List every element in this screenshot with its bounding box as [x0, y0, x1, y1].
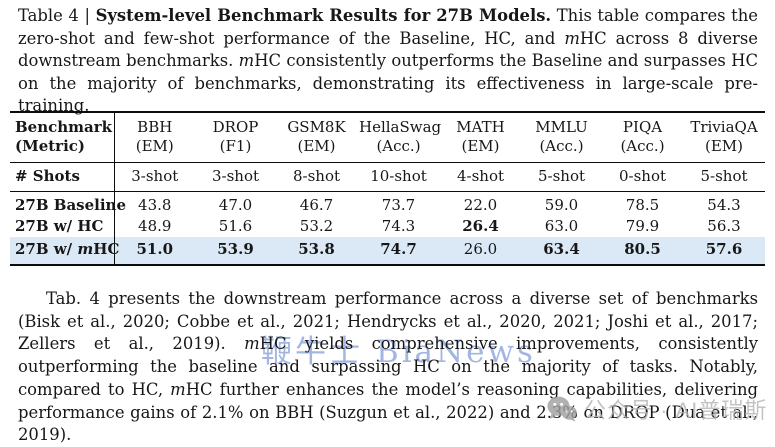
value-cell: 26.0 [463, 240, 498, 258]
value-cell: 22.0 [463, 196, 498, 214]
value-cell: 63.4 [543, 240, 580, 258]
col-header-hellaswag: HellaSwag (Acc.) [357, 112, 441, 163]
table-row: 27B w/ mHC 51.0 53.9 53.8 74.7 26.0 63.4 80.5 57… [10, 237, 765, 265]
value-cell: 51.6 [218, 217, 253, 235]
caption-title: System-level Benchmark Results for 27B M… [95, 6, 552, 25]
value-cell: 78.5 [625, 196, 660, 214]
wechat-icon [547, 396, 577, 422]
value-cell: 59.0 [544, 196, 579, 214]
value-cell: 63.0 [544, 217, 579, 235]
value-cell: 80.5 [624, 240, 661, 258]
shots-cell: 3-shot [195, 162, 276, 192]
value-cell: 53.9 [217, 240, 254, 258]
value-cell: 53.8 [298, 240, 335, 258]
col-header-gsm8k: GSM8K (EM) [276, 112, 357, 163]
value-cell: 74.3 [381, 217, 416, 235]
table-row: 27B w/ HC 48.9 51.6 53.2 74.3 26.4 63.0 79.9 56.… [10, 216, 765, 237]
header-row: Benchmark (Metric) BBH (EM) DROP (F1) GSM8K (EM… [10, 112, 765, 163]
shots-cell: 5-shot [521, 162, 602, 192]
caption-separator: | [84, 6, 90, 25]
col-header-piqa: PIQA (Acc.) [602, 112, 683, 163]
shots-label: # Shots [10, 162, 115, 192]
watermark-corner-text: 公众号 · AI普瑞斯 [584, 398, 768, 423]
shots-cell: 5-shot [683, 162, 765, 192]
value-cell: 46.7 [299, 196, 334, 214]
value-cell: 73.7 [381, 196, 416, 214]
table-caption: Table 4 | System-level Benchmark Results… [18, 5, 758, 118]
col-header-triviaqa: TriviaQA (EM) [683, 112, 765, 163]
caption-label: Table 4 [18, 6, 79, 25]
shots-cell: 8-shot [276, 162, 357, 192]
value-cell: 26.4 [462, 217, 499, 235]
value-cell: 53.2 [299, 217, 334, 235]
col-header-bbh: BBH (EM) [114, 112, 195, 163]
header-benchmark-metric: Benchmark (Metric) [10, 112, 115, 163]
row-label: 27B w/ mHC [10, 237, 119, 265]
row-label: 27B Baseline [10, 191, 126, 216]
col-header-drop: DROP (F1) [195, 112, 276, 163]
col-header-mmlu: MMLU (Acc.) [521, 112, 602, 163]
value-cell: 54.3 [707, 196, 741, 214]
shots-cell: 10-shot [357, 162, 440, 192]
benchmark-table: Benchmark (Metric) BBH (EM) DROP (F1) GSM8K (EM… [10, 111, 765, 266]
value-cell: 74.7 [380, 240, 417, 258]
value-cell: 47.0 [218, 196, 253, 214]
shots-cell: 0-shot [602, 162, 683, 192]
value-cell: 57.6 [705, 240, 743, 258]
body-paragraph: Tab. 4 presents the downstream performan… [18, 289, 758, 445]
watermark-corner: 公众号 · AI普瑞斯 [547, 393, 767, 425]
value-cell: 56.3 [707, 217, 741, 235]
value-cell: 79.9 [625, 217, 660, 235]
value-cell: 48.9 [138, 217, 172, 235]
table-row: 27B Baseline 43.8 47.0 46.7 73.7 22.0 59.0 78.5… [10, 191, 765, 216]
caption-body: This table compares the zero-shot and fe… [18, 6, 759, 115]
shots-cell: 4-shot [440, 162, 521, 192]
benchmark-table-body: Benchmark (Metric) BBH (EM) DROP (F1) GSM8K (EM… [10, 112, 765, 265]
value-cell: 43.8 [138, 196, 172, 214]
watermark-center: 鞭牛士 BiaNews [261, 334, 536, 370]
row-label: 27B w/ HC [10, 216, 115, 237]
value-cell: 51.0 [136, 240, 174, 258]
col-header-math: MATH (EM) [440, 112, 521, 163]
shots-row: # Shots 3-shot 3-shot 8-shot 10-shot 4-shot 5-… [10, 162, 765, 192]
shots-cell: 3-shot [114, 162, 195, 192]
